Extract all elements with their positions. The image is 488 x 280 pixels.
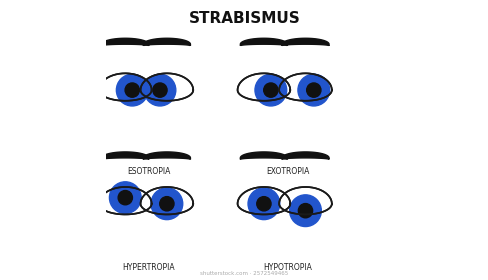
Text: EXOTROPIA: EXOTROPIA bbox=[265, 167, 308, 176]
Circle shape bbox=[298, 204, 312, 218]
Circle shape bbox=[116, 74, 148, 106]
Circle shape bbox=[256, 197, 270, 211]
Polygon shape bbox=[240, 152, 287, 159]
Circle shape bbox=[144, 74, 176, 106]
Text: HYPOTROPIA: HYPOTROPIA bbox=[263, 263, 311, 272]
Polygon shape bbox=[140, 187, 193, 214]
Circle shape bbox=[306, 83, 320, 97]
Circle shape bbox=[247, 188, 279, 220]
Polygon shape bbox=[279, 73, 331, 101]
Circle shape bbox=[151, 188, 183, 220]
Text: shutterstock.com · 2572549465: shutterstock.com · 2572549465 bbox=[200, 271, 288, 276]
Circle shape bbox=[289, 195, 321, 227]
Polygon shape bbox=[237, 73, 290, 101]
Circle shape bbox=[263, 83, 277, 97]
Polygon shape bbox=[102, 38, 148, 46]
Polygon shape bbox=[99, 187, 151, 214]
Circle shape bbox=[152, 83, 167, 97]
Circle shape bbox=[125, 83, 139, 97]
Polygon shape bbox=[140, 73, 193, 101]
Polygon shape bbox=[282, 38, 328, 46]
Text: STRABISMUS: STRABISMUS bbox=[188, 11, 300, 25]
Circle shape bbox=[109, 182, 141, 214]
Polygon shape bbox=[279, 187, 331, 214]
Polygon shape bbox=[282, 152, 328, 159]
Circle shape bbox=[160, 197, 174, 211]
Text: HYPERTROPIA: HYPERTROPIA bbox=[122, 263, 175, 272]
Text: ESOTROPIA: ESOTROPIA bbox=[127, 167, 170, 176]
Polygon shape bbox=[237, 187, 290, 214]
Polygon shape bbox=[143, 38, 190, 46]
Polygon shape bbox=[240, 38, 287, 46]
Polygon shape bbox=[99, 73, 151, 101]
Circle shape bbox=[118, 190, 132, 205]
Polygon shape bbox=[143, 152, 190, 159]
Polygon shape bbox=[102, 152, 148, 159]
Circle shape bbox=[254, 74, 286, 106]
Circle shape bbox=[297, 74, 329, 106]
